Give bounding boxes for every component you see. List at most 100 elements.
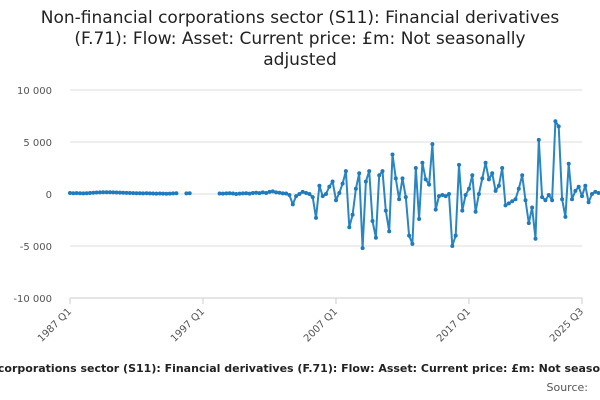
data-point	[137, 191, 142, 196]
data-point	[400, 176, 405, 181]
data-point	[590, 192, 594, 196]
data-point	[280, 191, 285, 196]
x-tick-label: 1997 Q1	[169, 306, 207, 344]
legend-series-name: Non-financial corporations sector (S11):…	[0, 362, 600, 375]
data-point	[427, 182, 432, 187]
data-point	[453, 233, 458, 238]
data-point	[270, 189, 275, 194]
data-point	[227, 191, 232, 196]
data-point	[284, 191, 289, 196]
data-point	[121, 190, 126, 195]
data-point	[373, 235, 378, 240]
data-point	[457, 162, 461, 167]
data-point	[68, 191, 72, 195]
data-point	[294, 194, 299, 199]
x-axis: 1987 Q1 1997 Q1 2007 Q1 2017 Q1 2025 Q3	[36, 297, 586, 344]
data-point	[141, 191, 146, 196]
data-point	[151, 191, 156, 196]
data-point	[343, 169, 348, 174]
data-point	[300, 189, 305, 194]
data-point	[124, 190, 129, 195]
data-point	[506, 201, 511, 206]
data-point	[500, 166, 505, 170]
data-point	[78, 191, 82, 196]
x-tick-label: 2017 Q1	[435, 306, 473, 344]
data-point	[450, 244, 455, 248]
data-point	[543, 198, 548, 203]
data-point	[533, 236, 538, 241]
data-point	[546, 193, 551, 197]
data-point	[224, 191, 229, 196]
data-point	[147, 191, 152, 196]
data-point	[410, 241, 415, 246]
data-point	[486, 177, 491, 182]
data-point	[304, 191, 309, 195]
data-point	[297, 192, 302, 196]
data-point	[510, 199, 515, 204]
series-path	[69, 120, 599, 250]
data-point	[254, 190, 259, 195]
data-point	[101, 190, 106, 195]
data-point	[407, 233, 412, 238]
data-point	[540, 195, 545, 200]
data-point	[154, 191, 159, 196]
series-line	[69, 120, 599, 250]
data-point	[437, 194, 441, 199]
data-point	[350, 212, 355, 217]
data-point	[493, 188, 498, 193]
data-point	[84, 191, 89, 196]
data-point	[97, 190, 102, 195]
data-point	[417, 217, 422, 221]
data-point	[530, 205, 535, 210]
y-tick-label: 10 000	[17, 86, 52, 97]
data-point	[476, 192, 481, 196]
y-tick-label: 5 000	[23, 138, 52, 149]
chart-title: Non-financial corporations sector (S11):…	[41, 8, 560, 70]
data-point	[111, 190, 116, 195]
data-point	[433, 207, 438, 212]
data-point	[576, 184, 581, 189]
y-tick-label: -5 000	[20, 242, 52, 253]
data-point	[310, 195, 315, 200]
data-point	[473, 209, 478, 214]
data-point	[290, 202, 295, 207]
data-point	[526, 221, 531, 226]
data-point	[87, 191, 92, 195]
data-point	[164, 191, 169, 196]
data-point	[566, 161, 571, 166]
data-point	[314, 215, 318, 220]
data-point	[234, 192, 239, 196]
data-point	[580, 194, 584, 199]
data-point	[260, 190, 265, 195]
data-point	[217, 191, 222, 196]
data-point	[480, 176, 485, 181]
x-tick-label: 1987 Q1	[36, 306, 74, 344]
data-point	[483, 160, 488, 165]
data-point	[334, 198, 338, 203]
data-point	[520, 173, 525, 178]
data-point	[516, 186, 521, 191]
x-tick-label: 2025 Q3	[548, 306, 586, 344]
data-point	[443, 194, 448, 199]
data-point	[161, 191, 166, 196]
data-point	[380, 169, 385, 174]
data-point	[174, 191, 179, 196]
data-point	[131, 191, 136, 196]
data-point	[171, 191, 176, 196]
data-point	[370, 219, 375, 223]
chart-title-line-2: (F.71): Flow: Asset: Current price: £m: …	[74, 29, 525, 49]
data-point	[363, 179, 368, 184]
data-point	[167, 191, 172, 196]
data-point	[257, 191, 262, 196]
data-point	[144, 191, 149, 196]
data-point	[134, 191, 139, 196]
data-point	[353, 186, 358, 191]
data-point	[220, 191, 225, 196]
data-point	[463, 193, 468, 197]
data-point	[107, 190, 112, 195]
data-point	[360, 246, 365, 251]
data-point	[330, 179, 335, 184]
data-point	[536, 137, 541, 142]
data-point	[157, 191, 162, 196]
